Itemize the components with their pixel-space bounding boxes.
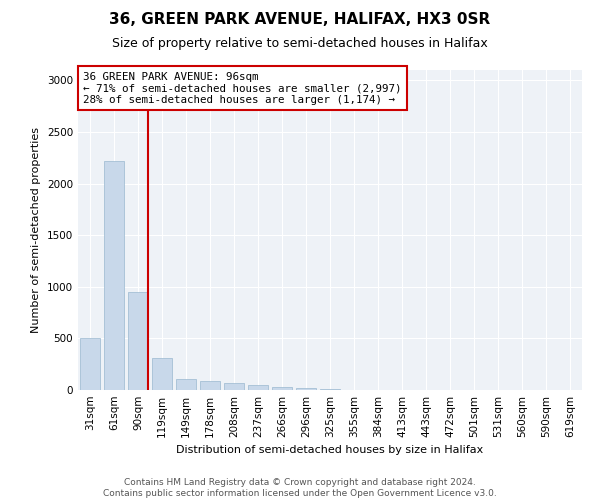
- Text: 36 GREEN PARK AVENUE: 96sqm
← 71% of semi-detached houses are smaller (2,997)
28: 36 GREEN PARK AVENUE: 96sqm ← 71% of sem…: [83, 72, 401, 105]
- Text: Contains HM Land Registry data © Crown copyright and database right 2024.
Contai: Contains HM Land Registry data © Crown c…: [103, 478, 497, 498]
- Bar: [152, 358, 172, 390]
- X-axis label: Distribution of semi-detached houses by size in Halifax: Distribution of semi-detached houses by …: [176, 446, 484, 456]
- Bar: [200, 380, 220, 390]
- Bar: [104, 161, 124, 390]
- Bar: [128, 292, 148, 390]
- Text: 36, GREEN PARK AVENUE, HALIFAX, HX3 0SR: 36, GREEN PARK AVENUE, HALIFAX, HX3 0SR: [109, 12, 491, 28]
- Bar: [248, 386, 268, 390]
- Y-axis label: Number of semi-detached properties: Number of semi-detached properties: [31, 127, 41, 333]
- Text: Size of property relative to semi-detached houses in Halifax: Size of property relative to semi-detach…: [112, 38, 488, 51]
- Bar: [224, 383, 244, 390]
- Bar: [296, 388, 316, 390]
- Bar: [80, 338, 100, 390]
- Bar: [176, 379, 196, 390]
- Bar: [272, 387, 292, 390]
